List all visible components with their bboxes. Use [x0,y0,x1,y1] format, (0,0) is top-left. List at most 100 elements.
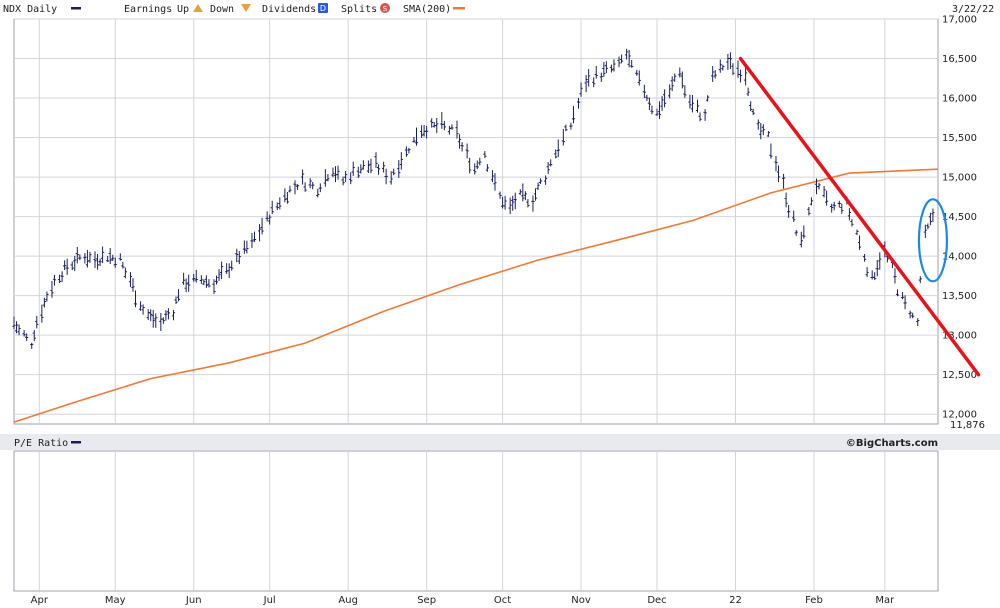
price-bar [245,240,249,254]
price-bar [265,211,269,222]
price-bar [397,160,401,178]
price-bar [252,231,257,242]
price-bar [131,278,135,292]
price-bar [592,77,596,88]
x-tick-label: Mar [875,595,895,606]
price-bar [113,257,117,268]
price-bar [45,291,49,302]
price-bar [57,274,62,284]
price-bar [511,195,515,211]
price-bar [242,240,246,254]
price-bar [356,166,360,179]
price-bar [219,261,224,280]
price-bar [630,60,634,68]
price-bar [655,108,659,117]
price-bar [928,212,933,226]
y-tick-label: 16,500 [942,54,977,65]
price-bar [493,173,497,191]
price-bar [475,160,479,170]
price-bar [389,171,393,185]
price-bar [404,146,408,157]
x-tick-label: Feb [805,595,823,606]
price-bar [164,310,168,321]
price-bar [662,89,667,108]
price-bar [604,61,608,74]
price-bar [151,309,155,328]
price-bar [825,190,829,206]
price-bar [93,251,97,268]
sma-line [13,168,939,423]
price-bar [738,69,743,83]
price-bar [587,69,591,87]
y-tick-label: 12,000 [942,410,977,421]
price-bar [931,208,935,223]
price-bar [14,321,19,334]
x-tick-label: Nov [571,595,591,606]
price-bar [430,118,434,128]
price-bar [50,281,54,298]
price-bar [546,162,550,175]
y-tick-label: 14,500 [942,212,977,223]
price-bar [63,260,67,270]
price-bar [703,109,707,121]
price-bar [635,69,639,76]
y-tick-label: 16,000 [942,94,977,105]
price-bar [73,255,77,272]
price-bar [295,184,300,190]
price-bar [283,188,287,203]
price-bar [478,157,482,166]
earnings-up-icon [193,4,203,12]
price-bar [207,279,211,288]
price-bar [128,272,133,287]
price-bar [911,312,915,319]
price-bar [523,191,527,201]
price-bar [787,204,791,218]
price-bar [680,71,684,89]
price-bar [382,161,386,173]
price-bar [303,182,307,192]
price-bar [498,191,502,199]
price-bar [457,134,462,149]
price-bar [769,143,773,159]
price-bar [351,161,355,176]
price-bar [711,65,715,82]
price-bar [465,143,469,159]
price-bar [399,152,403,170]
price-bar [751,108,755,115]
price-bar [83,253,87,264]
price-bar [718,59,722,73]
price-bar [425,125,429,139]
price-bar [270,200,274,215]
price-bar [278,197,282,210]
price-bar [22,330,26,337]
price-bar [536,182,540,191]
y-tick-label: 14,000 [942,252,977,263]
price-bar [25,333,29,341]
price-bar [108,247,112,264]
annotation-layer [738,56,981,377]
price-bar [837,200,841,208]
price-bar [749,101,753,112]
price-bar [450,124,454,130]
legend-symbol-swatch [71,7,81,10]
price-bar [508,197,512,215]
price-bar [311,182,315,190]
price-bar [799,231,803,248]
price-bar [171,310,176,321]
price-bar [918,276,922,284]
price-bar [35,315,39,329]
price-bar [807,206,811,216]
price-bar [316,188,320,198]
price-bar [202,279,206,286]
y-tick-label: 15,000 [942,173,977,184]
price-bar [161,317,165,324]
x-axis: Apr May Jun Jul Aug Sep Oct Nov Dec 22 Feb Mar [31,595,895,606]
price-bar [212,279,216,294]
price-bar [571,106,576,124]
price-bar [42,297,46,308]
price-bar [713,70,717,79]
price-bar [260,217,264,235]
price-bar [893,268,897,284]
price-bar [830,203,834,213]
price-bar [60,271,64,283]
